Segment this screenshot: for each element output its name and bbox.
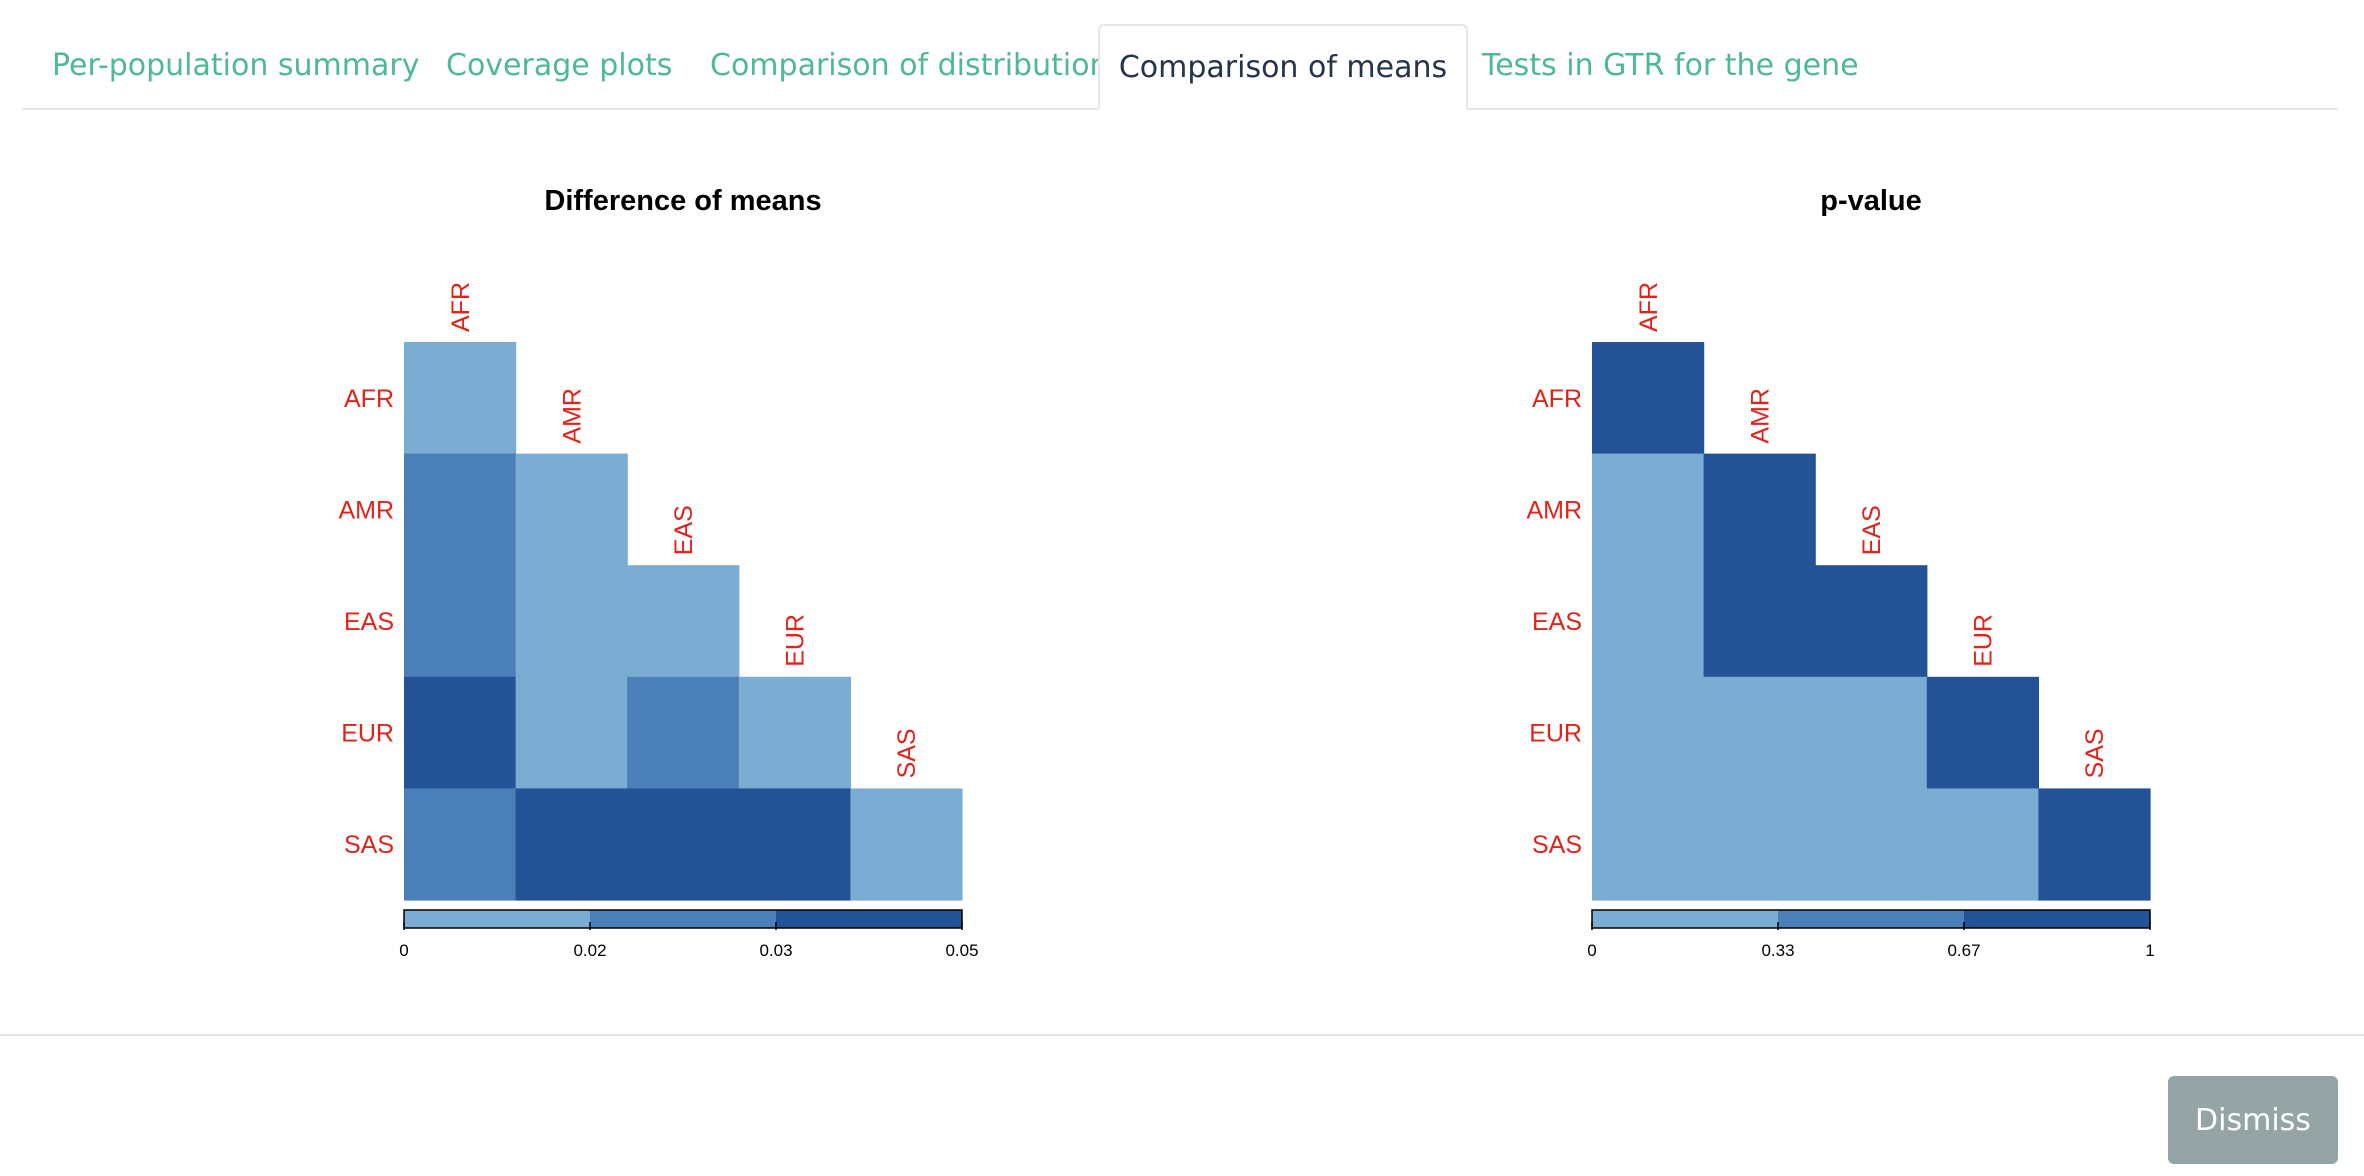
tab-comparison-of-means[interactable]: Comparison of means [1098, 24, 1468, 110]
p-value-cell-SAS-SAS [2038, 788, 2151, 901]
p-value-cell-SAS-EAS [1815, 788, 1928, 901]
p-value-legend-segment [1592, 910, 1779, 928]
p-value-cell-EAS-EAS [1815, 565, 1928, 678]
diff-means-cell-EAS-AMR [515, 565, 628, 678]
diff-means-cell-AMR-AMR [515, 453, 628, 566]
p-value-legend-segment [1964, 910, 2151, 928]
difference-of-means-svg: Difference of means AFR AMR EAS EUR SAS AFR AMR… [338, 185, 978, 960]
diff-means-cell-SAS-AFR [404, 788, 517, 901]
p-value-cell-SAS-EUR [1926, 788, 2039, 901]
diff-means-row-label-SAS: SAS [344, 831, 394, 859]
diff-means-row-label-EAS: EAS [344, 608, 394, 636]
diff-means-cell-SAS-EAS [627, 788, 740, 901]
p-value-cell-AMR-AFR [1592, 453, 1705, 566]
diff-means-cell-EUR-AMR [515, 676, 628, 789]
diff-means-legend-label: 0 [399, 941, 408, 960]
p-value-col-label-EUR: EUR [1970, 614, 1998, 667]
p-value-cell-EAS-AMR [1703, 565, 1816, 678]
diff-means-col-label-AFR: AFR [447, 282, 475, 332]
p-value-cell-AFR-AFR [1592, 342, 1705, 455]
footer-divider [0, 1034, 2364, 1036]
diff-means-cell-SAS-SAS [850, 788, 963, 901]
p-value-row-label-AFR: AFR [1532, 385, 1582, 413]
p-value-row-label-EAS: EAS [1532, 608, 1582, 636]
p-value-cell-EAS-AFR [1592, 565, 1705, 678]
p-value-cell-EUR-AMR [1703, 676, 1816, 789]
diff-means-col-label-SAS: SAS [893, 728, 921, 778]
diff-means-title: Difference of means [544, 185, 821, 217]
tab-per-population-summary[interactable]: Per-population summary [52, 48, 420, 83]
p-value-cell-EUR-AFR [1592, 676, 1705, 789]
diff-means-col-label-AMR: AMR [558, 388, 586, 444]
diff-means-legend-label: 0.03 [759, 941, 792, 960]
p-value-legend-segment [1778, 910, 1965, 928]
dismiss-button[interactable]: Dismiss [2168, 1076, 2338, 1164]
diff-means-legend-segment [404, 910, 591, 928]
p-value-svg: p-value AFR AMR EAS EUR SAS AFR AMR EAS EUR SAS 0 0.… [1526, 185, 2154, 960]
diff-means-cell-AMR-AFR [404, 453, 517, 566]
diff-means-legend-label: 0.02 [573, 941, 606, 960]
diff-means-cell-EUR-EUR [738, 676, 851, 789]
p-value-cell-EUR-EUR [1926, 676, 2039, 789]
p-value-heatmap: p-value AFR AMR EAS EUR SAS AFR AMR EAS EUR SAS 0 0.… [1518, 160, 2218, 985]
p-value-legend-frame [1591, 909, 2151, 929]
p-value-col-label-AFR: AFR [1635, 282, 1663, 332]
p-value-legend-label: 0.67 [1947, 941, 1980, 960]
p-value-cell-SAS-AMR [1703, 788, 1816, 901]
p-value-title: p-value [1820, 185, 1922, 217]
diff-means-legend-segment [776, 910, 963, 928]
tab-bar: Per-population summary Coverage plots Co… [22, 24, 2338, 110]
diff-means-cell-EUR-EAS [627, 676, 740, 789]
p-value-legend-label: 0.33 [1761, 941, 1794, 960]
difference-of-means-heatmap: Difference of means AFR AMR EAS EUR SAS AFR AMR… [330, 160, 1030, 985]
diff-means-row-label-EUR: EUR [341, 720, 394, 748]
p-value-row-label-SAS: SAS [1532, 831, 1582, 859]
p-value-col-label-SAS: SAS [2081, 728, 2109, 778]
diff-means-legend-label: 0.05 [945, 941, 978, 960]
p-value-col-label-AMR: AMR [1746, 388, 1774, 444]
diff-means-col-label-EAS: EAS [670, 505, 698, 555]
p-value-col-label-EAS: EAS [1858, 505, 1886, 555]
diff-means-row-label-AFR: AFR [344, 385, 394, 413]
tab-coverage-plots[interactable]: Coverage plots [446, 48, 673, 83]
diff-means-cell-EAS-EAS [627, 565, 740, 678]
diff-means-cell-SAS-AMR [515, 788, 628, 901]
p-value-cell-AMR-AMR [1703, 453, 1816, 566]
p-value-legend-label: 0 [1587, 941, 1596, 960]
diff-means-row-label-AMR: AMR [338, 496, 394, 524]
diff-means-legend-segment [590, 910, 777, 928]
diff-means-cell-SAS-EUR [738, 788, 851, 901]
tab-comparison-of-distribution[interactable]: Comparison of distribution [710, 48, 1109, 83]
tab-tests-in-gtr[interactable]: Tests in GTR for the gene [1482, 48, 1859, 83]
diff-means-legend-frame [403, 909, 963, 929]
diff-means-cell-AFR-AFR [404, 342, 517, 455]
p-value-cell-EUR-EAS [1815, 676, 1928, 789]
diff-means-cell-EUR-AFR [404, 676, 517, 789]
diff-means-cell-EAS-AFR [404, 565, 517, 678]
p-value-cell-SAS-AFR [1592, 788, 1705, 901]
diff-means-col-label-EUR: EUR [782, 614, 810, 667]
p-value-row-label-EUR: EUR [1529, 720, 1582, 748]
p-value-legend-label: 1 [2145, 941, 2154, 960]
p-value-row-label-AMR: AMR [1526, 496, 1582, 524]
